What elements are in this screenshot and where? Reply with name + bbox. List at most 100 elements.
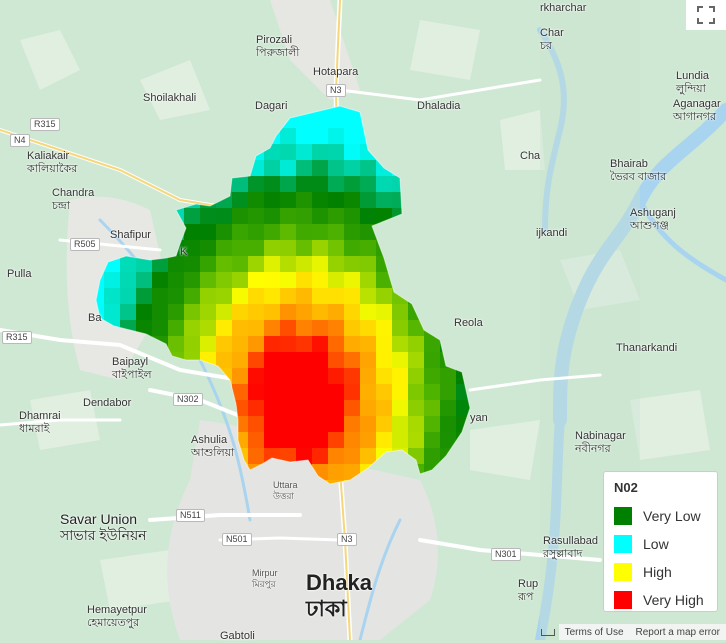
report-map-error-link[interactable]: Report a map error <box>635 626 720 638</box>
heat-cell <box>344 288 361 305</box>
heat-cell <box>232 256 249 273</box>
heat-cell <box>264 288 281 305</box>
heat-cell <box>312 112 329 129</box>
heat-cell <box>296 144 313 161</box>
heat-cell <box>360 192 377 209</box>
heat-cell <box>360 160 377 177</box>
heat-cell <box>248 432 265 449</box>
heat-cell <box>96 288 105 305</box>
legend-title: N02 <box>614 480 638 495</box>
heat-cell <box>328 432 345 449</box>
heat-cell <box>136 304 153 321</box>
heat-cell <box>264 432 281 449</box>
heat-cell <box>168 304 185 321</box>
heat-cell <box>232 272 249 289</box>
heat-cell <box>280 416 297 433</box>
place-gabtoli: Gabtoli <box>220 630 255 642</box>
heat-cell <box>232 176 249 193</box>
heat-cell <box>152 304 169 321</box>
heat-cell <box>344 304 361 321</box>
heat-cell <box>184 304 201 321</box>
heat-cell <box>232 368 249 385</box>
heat-cell <box>424 432 441 449</box>
road-shield: N511 <box>176 509 205 522</box>
heat-cell <box>152 256 169 273</box>
heat-cell <box>328 112 345 129</box>
heat-cell <box>264 256 281 273</box>
heat-cell <box>328 106 345 113</box>
heat-cell <box>360 288 377 305</box>
heat-cell <box>408 336 425 353</box>
heat-cell <box>296 256 313 273</box>
place-baipayl: Baipayl বাইপাইল <box>112 356 152 381</box>
heat-cell <box>200 304 217 321</box>
heat-cell <box>200 256 217 273</box>
heat-cell <box>216 352 233 369</box>
road-shield: N501 <box>222 533 252 546</box>
legend-item-very-low: Very Low <box>614 502 707 530</box>
heat-cell <box>440 368 457 385</box>
heat-cell <box>152 272 169 289</box>
heat-cell <box>200 240 217 257</box>
heat-cell <box>280 368 297 385</box>
heat-cell <box>328 288 345 305</box>
heat-cell <box>152 288 169 305</box>
heat-cell <box>328 160 345 177</box>
heat-cell <box>296 384 313 401</box>
heat-cell <box>296 368 313 385</box>
terms-link[interactable]: Terms of Use <box>564 626 624 638</box>
heat-cell <box>232 240 249 257</box>
place-dendabor: Dendabor <box>83 397 132 409</box>
heat-cell <box>152 320 169 337</box>
place-hotapara: Hotapara <box>313 66 359 78</box>
heat-cell <box>264 320 281 337</box>
heat-cell <box>264 304 281 321</box>
heat-cell <box>376 176 393 193</box>
heat-cell <box>312 416 329 433</box>
heat-cell <box>296 112 313 129</box>
heat-cell <box>456 400 470 417</box>
heat-cell <box>344 128 361 145</box>
heat-cell <box>344 432 361 449</box>
heat-cell <box>376 416 393 433</box>
scale-bar <box>541 629 555 636</box>
heat-cell <box>248 384 265 401</box>
heat-cell <box>200 208 217 225</box>
heat-cell <box>280 240 297 257</box>
heat-cell <box>280 400 297 417</box>
heat-cell <box>424 352 441 369</box>
fullscreen-button[interactable] <box>686 0 726 30</box>
place-nabinagar: Nabinagar নবীনগর <box>575 430 626 455</box>
heat-cell <box>264 192 281 209</box>
heat-cell <box>328 144 345 161</box>
heat-cell <box>376 352 393 369</box>
road-shield: R315 <box>2 331 32 344</box>
heat-cell <box>248 272 265 289</box>
heat-cell <box>296 240 313 257</box>
heat-cell <box>328 176 345 193</box>
heat-cell <box>264 416 281 433</box>
place-cha: Cha <box>520 150 541 162</box>
heat-cell <box>392 384 409 401</box>
heat-cell <box>360 400 377 417</box>
heat-cell <box>392 336 409 353</box>
heat-cell <box>408 352 425 369</box>
heat-cell <box>360 208 377 225</box>
heat-cell <box>312 320 329 337</box>
heat-cell <box>312 384 329 401</box>
heat-cell <box>376 368 393 385</box>
heat-cell <box>328 336 345 353</box>
heat-cell <box>312 192 329 209</box>
place-k: K <box>180 246 188 258</box>
heat-cell <box>184 240 201 257</box>
place-shafipur: Shafipur <box>110 229 151 241</box>
place-yan: yan <box>470 412 488 424</box>
heat-cell <box>264 224 281 241</box>
heat-cell <box>360 432 377 449</box>
heat-cell <box>200 272 217 289</box>
heat-cell <box>408 416 425 433</box>
heat-cell <box>264 368 281 385</box>
heat-cell <box>264 400 281 417</box>
heat-cell <box>280 384 297 401</box>
